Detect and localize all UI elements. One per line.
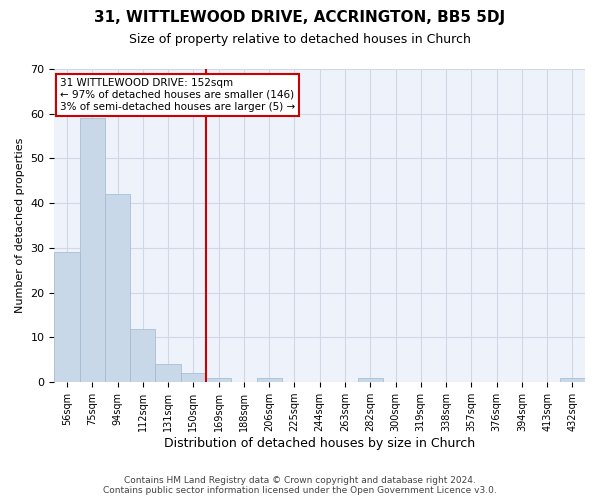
Bar xyxy=(257,378,282,382)
Text: Size of property relative to detached houses in Church: Size of property relative to detached ho… xyxy=(129,32,471,46)
Text: Contains HM Land Registry data © Crown copyright and database right 2024.
Contai: Contains HM Land Registry data © Crown c… xyxy=(103,476,497,495)
Bar xyxy=(155,364,181,382)
Y-axis label: Number of detached properties: Number of detached properties xyxy=(15,138,25,314)
X-axis label: Distribution of detached houses by size in Church: Distribution of detached houses by size … xyxy=(164,437,475,450)
Text: 31 WITTLEWOOD DRIVE: 152sqm
← 97% of detached houses are smaller (146)
3% of sem: 31 WITTLEWOOD DRIVE: 152sqm ← 97% of det… xyxy=(60,78,295,112)
Bar xyxy=(130,328,155,382)
Bar xyxy=(358,378,383,382)
Bar xyxy=(105,194,130,382)
Bar xyxy=(560,378,585,382)
Bar xyxy=(80,118,105,382)
Bar xyxy=(206,378,231,382)
Text: 31, WITTLEWOOD DRIVE, ACCRINGTON, BB5 5DJ: 31, WITTLEWOOD DRIVE, ACCRINGTON, BB5 5D… xyxy=(94,10,506,25)
Bar xyxy=(181,374,206,382)
Bar xyxy=(55,252,80,382)
